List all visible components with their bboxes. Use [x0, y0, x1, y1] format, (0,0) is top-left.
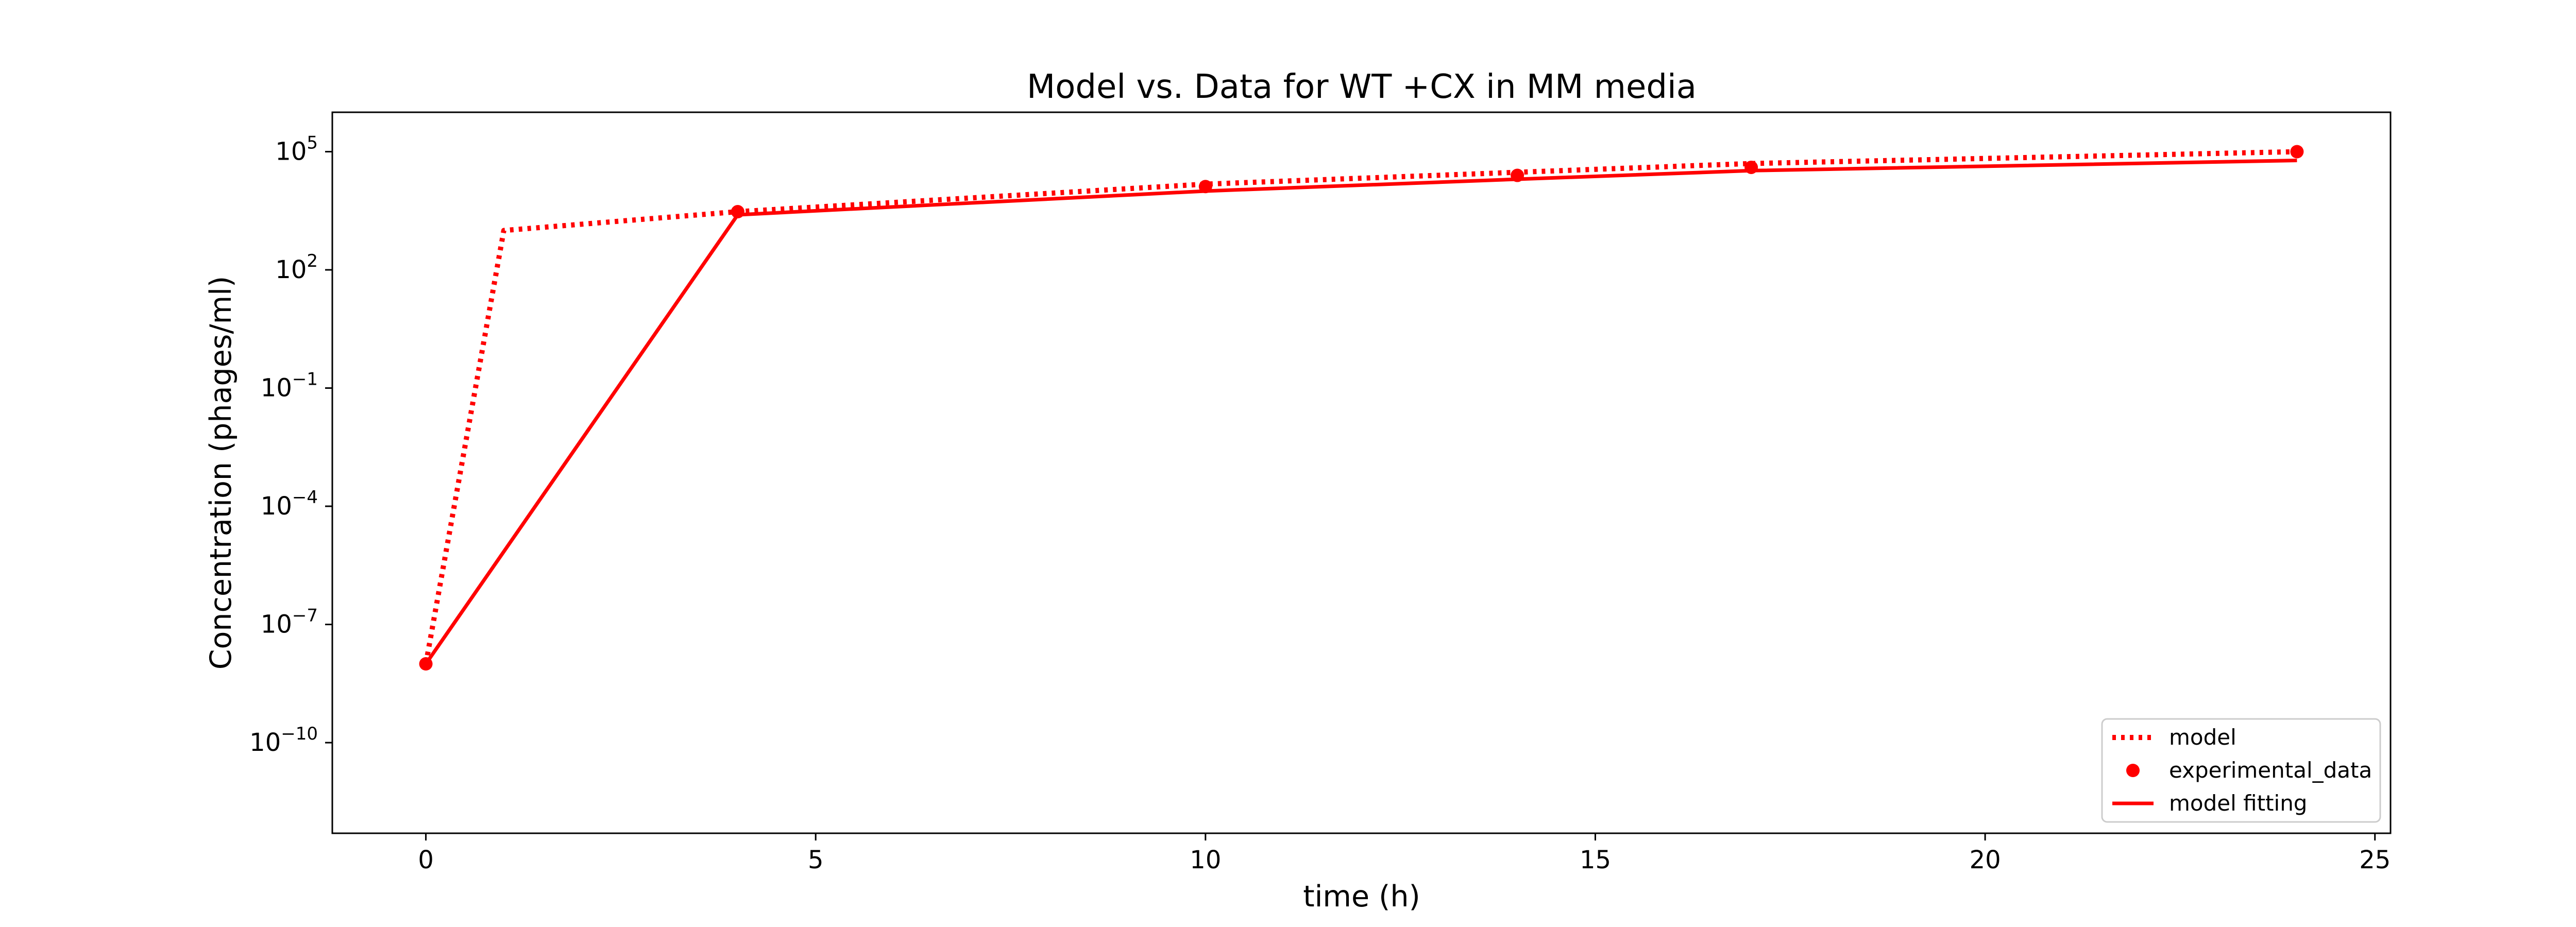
legend-label: model fitting	[2169, 791, 2307, 816]
y-axis-label: Concentration (phages/ml)	[204, 276, 238, 670]
legend-label: experimental_data	[2169, 758, 2372, 783]
plot-area	[331, 111, 2392, 834]
x-tick-label: 10	[1190, 846, 1221, 874]
model-fitting-line	[424, 159, 2297, 665]
experimental-data-point	[2290, 145, 2304, 159]
x-tick-label: 15	[1580, 846, 1611, 874]
plot-frame	[331, 111, 2392, 834]
x-axis: 0 5 10 15 20 25	[418, 833, 2391, 874]
series-layer	[419, 145, 2304, 671]
y-tick-label: 10−10	[249, 724, 318, 757]
legend-marker-experimental-data	[2126, 764, 2140, 777]
y-axis: 105 102 10−1 10−4 10−7 10−10	[249, 133, 332, 757]
chart-title: Model vs. Data for WT +CX in MM media	[1027, 68, 1697, 106]
legend-label: model	[2169, 725, 2236, 750]
y-tick-label: 10−4	[261, 487, 318, 521]
x-tick-label: 0	[418, 846, 434, 874]
x-axis-label: time (h)	[1303, 880, 1420, 914]
x-tick-label: 25	[2359, 846, 2391, 874]
y-tick-label: 105	[275, 133, 318, 166]
model-line	[423, 149, 2297, 664]
y-tick-label: 10−7	[261, 606, 318, 639]
y-tick-label: 10−1	[261, 369, 318, 403]
y-tick-label: 102	[275, 251, 318, 284]
x-tick-label: 20	[1970, 846, 2001, 874]
legend-frame	[2101, 718, 2381, 823]
x-tick-label: 5	[808, 846, 824, 874]
